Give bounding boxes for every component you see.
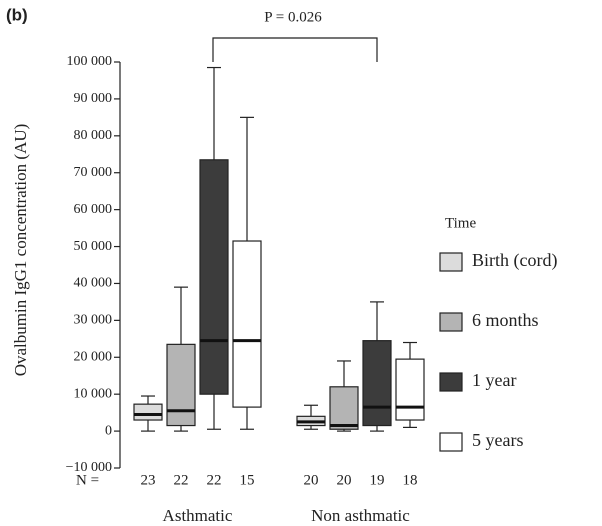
box [362, 340, 392, 427]
n-count: 15 [240, 472, 255, 488]
y-tick-label: 60 000 [74, 202, 113, 217]
legend-label: 5 years [472, 430, 523, 450]
y-tick-label: 50 000 [74, 239, 113, 254]
n-count: 22 [174, 472, 189, 488]
x-tick-label: Non asthmatic [311, 506, 410, 525]
box [166, 343, 196, 427]
n-count: 22 [207, 472, 222, 488]
n-count: 20 [337, 472, 352, 488]
box [133, 403, 163, 421]
legend-label: Birth (cord) [472, 250, 557, 271]
legend-swatch [439, 252, 463, 272]
y-tick-label: −10 000 [66, 460, 112, 475]
legend-swatch [439, 312, 463, 332]
y-tick-label: 40 000 [74, 276, 113, 291]
y-tick-label: 80 000 [74, 128, 113, 143]
legend-label: 6 months [472, 310, 539, 330]
n-count: 19 [370, 472, 385, 488]
significance-bracket [212, 37, 378, 62]
x-tick-label: Asthmatic [163, 506, 233, 525]
y-tick-label: 90 000 [74, 91, 113, 106]
box [232, 240, 262, 408]
box [199, 159, 229, 395]
legend-swatch [439, 432, 463, 452]
y-tick-label: 20 000 [74, 349, 113, 364]
legend-title: Time [445, 215, 476, 231]
box [395, 358, 425, 421]
y-tick-label: 10 000 [74, 386, 113, 401]
legend-label: 1 year [472, 370, 516, 390]
box [329, 386, 359, 430]
legend-swatch [439, 372, 463, 392]
n-count: 18 [403, 472, 418, 488]
n-count: 23 [141, 472, 156, 488]
y-tick-label: 0 [105, 423, 112, 438]
n-label: N = [76, 472, 99, 488]
annotation: P = 0.026 [264, 9, 322, 25]
y-tick-label: 70 000 [74, 165, 113, 180]
y-tick-label: 30 000 [74, 313, 113, 328]
y-axis-label: Ovalbumin IgG1 concentration (AU) [11, 124, 30, 377]
chart-title: (b) [6, 5, 28, 24]
n-count: 20 [304, 472, 319, 488]
y-tick-label: 100 000 [67, 54, 113, 69]
